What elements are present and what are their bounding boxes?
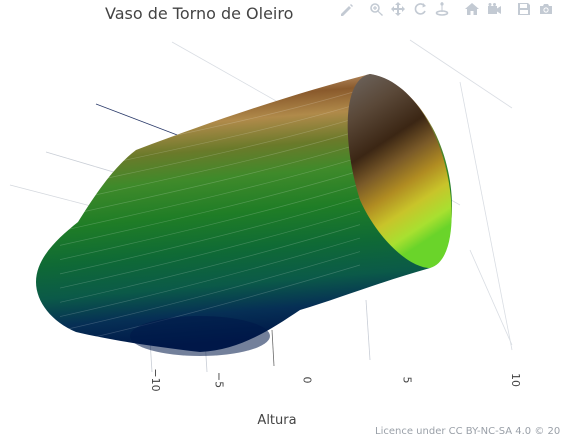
last-saved-camera-icon[interactable] (483, 0, 505, 18)
zoom-icon[interactable] (365, 0, 387, 18)
vase-bands (59, 89, 361, 346)
x-tick-label: 10 (509, 373, 522, 387)
vase-mouth (347, 74, 452, 268)
edit-icon[interactable] (335, 0, 357, 18)
license-text: Licence under CC BY-NC-SA 4.0 © 20 (375, 426, 561, 437)
modebar (335, 0, 557, 18)
reset-camera-home-icon[interactable] (461, 0, 483, 18)
vase-shadow (130, 316, 270, 356)
x-tick-label: 5 (400, 377, 413, 384)
x-axis-title: Altura (257, 413, 296, 428)
pan-icon[interactable] (387, 0, 409, 18)
save-to-cloud-icon[interactable] (513, 0, 535, 18)
x-axis: −10 −5 0 5 10 (149, 368, 522, 391)
vase-body (36, 74, 452, 352)
turntable-rotation-icon[interactable] (431, 0, 453, 18)
chart-title: Vaso de Torno de Oleiro (105, 4, 294, 23)
orbit-rotation-icon[interactable] (409, 0, 431, 18)
x-tick-label: 0 (300, 377, 313, 384)
x-tick-label: −5 (213, 372, 226, 388)
download-png-icon[interactable] (535, 0, 557, 18)
vase-surface[interactable] (36, 74, 452, 356)
x-tick-label: −10 (149, 368, 162, 391)
